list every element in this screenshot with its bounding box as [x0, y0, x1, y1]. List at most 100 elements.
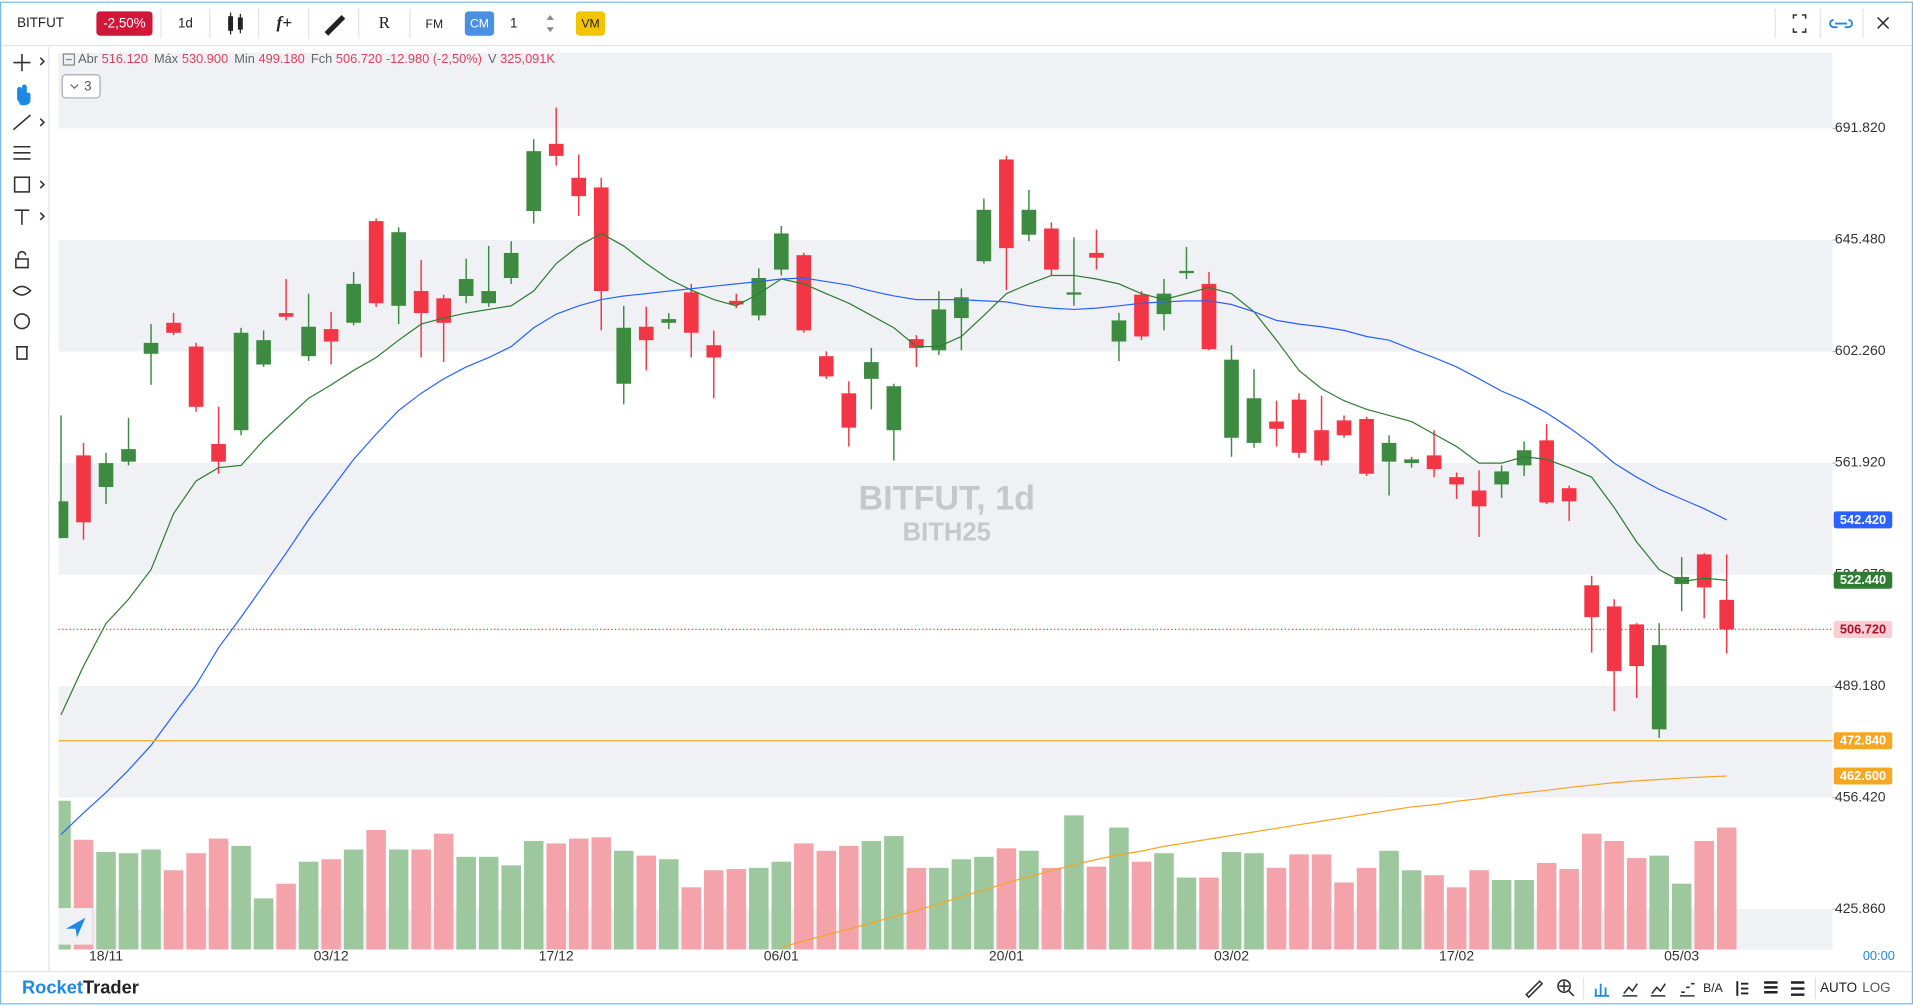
- volume-bar: [1109, 827, 1129, 950]
- volume-bar: [1604, 840, 1624, 950]
- volume-bar: [1131, 861, 1152, 950]
- y-tick-label: 602.260: [1835, 342, 1886, 358]
- y-tick-label: 489.180: [1835, 677, 1886, 693]
- rx-icon[interactable]: R: [379, 13, 391, 32]
- x-tick-label: 17/12: [539, 948, 574, 964]
- vm-button[interactable]: [575, 11, 606, 36]
- volume-bar: [794, 843, 814, 950]
- expand-arrows[interactable]: [39, 57, 46, 221]
- brand-b: Trader: [83, 976, 139, 997]
- fullscreen-icon[interactable]: [1792, 14, 1807, 33]
- brand: RocketTrader: [22, 976, 139, 997]
- chart-type-icon[interactable]: [228, 12, 243, 35]
- price-badge-bg: [1833, 732, 1893, 750]
- volume-bar: [1356, 867, 1377, 950]
- candle-body: [143, 342, 159, 354]
- candle-body: [346, 283, 361, 323]
- indicator-toggle[interactable]: [1650, 983, 1666, 997]
- candle-body: [1359, 419, 1374, 474]
- volume-bar: [1536, 862, 1557, 950]
- draw-icon[interactable]: [324, 14, 346, 36]
- volume-bar: [906, 867, 927, 950]
- volume-bar: [681, 887, 702, 950]
- fm-icon[interactable]: FM: [426, 17, 444, 31]
- volume-bar: [1514, 880, 1534, 950]
- legend-value: 325,091K: [500, 52, 555, 67]
- candle-body: [1674, 576, 1690, 585]
- volume-bar: [366, 830, 386, 950]
- volume-bar: [568, 838, 589, 950]
- close-icon[interactable]: [1877, 16, 1890, 29]
- volume-bar: [433, 833, 454, 950]
- volume-bar: [253, 898, 274, 950]
- depth-toggle[interactable]: [1679, 982, 1695, 997]
- zoom-tool[interactable]: [1557, 979, 1571, 994]
- change-badge: [96, 11, 153, 36]
- volume-bar: [1671, 883, 1692, 950]
- legend-collapse[interactable]: [62, 53, 76, 66]
- hand-tool[interactable]: [17, 84, 31, 106]
- cm-button[interactable]: [464, 11, 495, 36]
- indicator-chip[interactable]: [61, 74, 101, 99]
- watermark-symbol: BITFUT, 1d: [859, 480, 1035, 518]
- volume-bar: [208, 838, 229, 950]
- ruler-tool[interactable]: [1525, 980, 1544, 999]
- positions-toggle[interactable]: [1764, 981, 1778, 994]
- lock-tool[interactable]: [15, 250, 29, 269]
- moving-average: [781, 775, 1727, 948]
- help-tool[interactable]: [13, 313, 31, 330]
- text-tool[interactable]: [14, 209, 30, 225]
- legend-value: -12.980 (-2,50%): [386, 52, 482, 67]
- chart-toggle[interactable]: [1622, 983, 1638, 997]
- volume-bar: [884, 836, 904, 950]
- crosshair-tool[interactable]: [13, 54, 31, 72]
- candle-body: [1426, 455, 1442, 470]
- candle-body: [661, 319, 677, 323]
- log-scale[interactable]: LOG: [1862, 980, 1890, 995]
- price-badge: 472.840: [1833, 732, 1893, 750]
- visibility-tool[interactable]: [12, 285, 32, 296]
- symbol[interactable]: BITFUT: [17, 15, 64, 30]
- time-label: 00:00: [1863, 948, 1895, 963]
- price-badge-label: 472.840: [1840, 733, 1886, 748]
- interval[interactable]: 1d: [178, 16, 193, 31]
- candle-body: [1201, 283, 1217, 350]
- volume-bar: [1379, 850, 1399, 950]
- line-tool[interactable]: [12, 114, 32, 131]
- candle-body: [1066, 292, 1082, 295]
- candle-body: [909, 339, 924, 348]
- volume-bar: [749, 867, 769, 950]
- cm-value[interactable]: 1: [510, 16, 517, 31]
- volume-bar: [456, 856, 476, 950]
- candle-body: [706, 345, 722, 358]
- moving-average: [60, 277, 1727, 835]
- volume-bar: [861, 840, 882, 950]
- volume-bar: [636, 855, 657, 950]
- candle-body: [211, 444, 226, 462]
- candle-body: [1134, 294, 1149, 337]
- orders-toggle[interactable]: [1736, 981, 1749, 996]
- function-icon[interactable]: f+: [277, 13, 292, 32]
- fib-tool[interactable]: [13, 145, 31, 160]
- price-badge-label: 542.420: [1840, 512, 1886, 527]
- candle-body: [638, 326, 654, 341]
- volume-bar: [298, 861, 319, 950]
- shape-tool[interactable]: [13, 176, 31, 193]
- x-tick-label: 18/11: [89, 948, 123, 964]
- candle-body: [1089, 252, 1104, 258]
- price-badge-label: 462.600: [1840, 768, 1886, 783]
- ba-toggle[interactable]: B/A: [1703, 981, 1724, 995]
- auto-scale[interactable]: AUTO: [1820, 980, 1857, 995]
- list-toggle[interactable]: [1790, 981, 1805, 996]
- volume-bar: [658, 859, 679, 950]
- candle-body: [1494, 471, 1509, 485]
- candle-body: [121, 449, 136, 462]
- spinner[interactable]: [546, 14, 554, 33]
- volume-toggle[interactable]: [1594, 983, 1610, 997]
- link-icon[interactable]: [1829, 18, 1853, 29]
- candle-body: [1696, 554, 1712, 588]
- candle-body: [931, 309, 947, 351]
- toolbar: BITFUT -2,50% 1d f+ R FM CM 1 VM: [1, 8, 1912, 47]
- delete-tool[interactable]: [15, 346, 29, 360]
- candle-body: [593, 187, 609, 292]
